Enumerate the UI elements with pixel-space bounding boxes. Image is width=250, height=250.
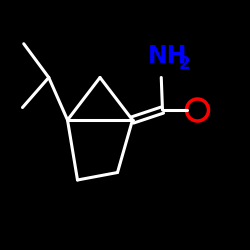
Text: 2: 2: [179, 55, 190, 73]
Text: NH: NH: [148, 44, 187, 68]
